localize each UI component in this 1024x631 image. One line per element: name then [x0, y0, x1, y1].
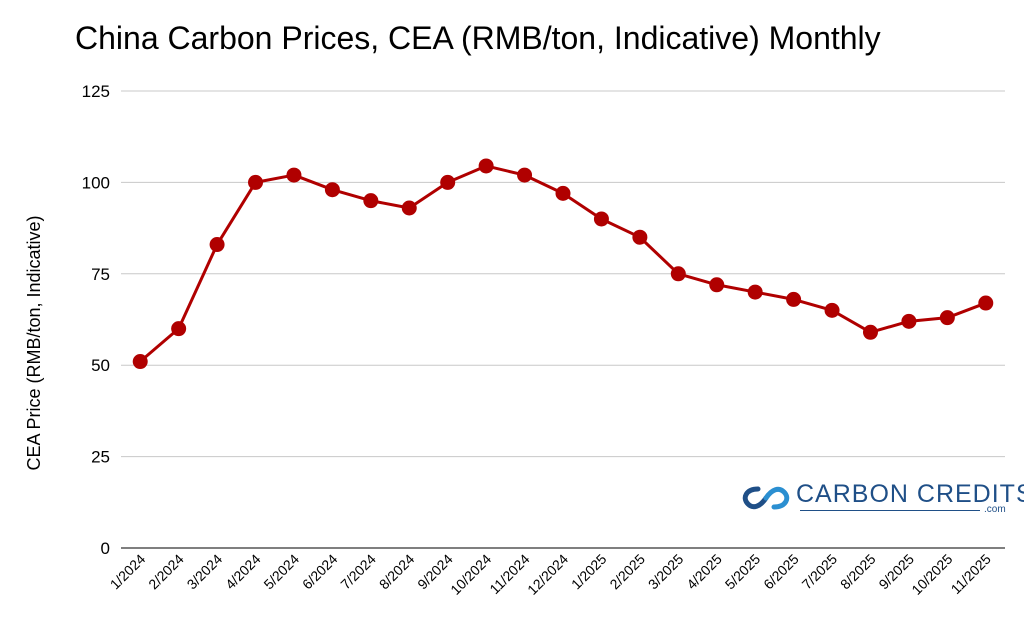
data-point[interactable]	[440, 174, 456, 190]
x-tick-label: 4/2024	[222, 551, 264, 593]
data-point[interactable]	[363, 193, 379, 209]
linked-loops-logo-icon	[742, 486, 790, 510]
y-tick-label: 125	[82, 82, 110, 101]
data-point[interactable]	[632, 229, 648, 245]
data-point[interactable]	[286, 167, 302, 183]
data-point[interactable]	[978, 295, 994, 311]
x-tick-label: 12/2024	[524, 551, 571, 598]
x-tick-label: 2/2024	[145, 551, 187, 593]
x-tick-label: 6/2025	[760, 551, 802, 593]
x-tick-label: 11/2024	[486, 551, 533, 598]
x-tick-label: 4/2025	[683, 551, 725, 593]
x-tick-label: 5/2025	[722, 551, 764, 593]
data-point[interactable]	[939, 310, 955, 326]
x-tick-label: 10/2025	[908, 551, 955, 598]
data-point[interactable]	[824, 302, 840, 318]
y-tick-label: 50	[91, 356, 110, 375]
x-tick-label: 1/2024	[107, 551, 149, 593]
data-point[interactable]	[747, 284, 763, 300]
data-point[interactable]	[901, 313, 917, 329]
x-tick-label: 7/2024	[337, 551, 379, 593]
data-point[interactable]	[132, 354, 148, 370]
y-tick-label: 75	[91, 265, 110, 284]
x-tick-label: 6/2024	[299, 551, 341, 593]
data-point[interactable]	[786, 291, 802, 307]
data-point[interactable]	[862, 324, 878, 340]
x-tick-label: 2/2025	[606, 551, 648, 593]
x-tick-label: 3/2025	[645, 551, 687, 593]
data-point[interactable]	[593, 211, 609, 227]
brand-logo: CARBON CREDITS .com	[738, 478, 1024, 518]
data-point[interactable]	[248, 174, 264, 190]
data-point[interactable]	[709, 277, 725, 293]
x-tick-label: 3/2024	[184, 551, 226, 593]
brand-name: CARBON CREDITS	[796, 480, 1024, 508]
x-tick-label: 11/2025	[948, 551, 995, 598]
series-group	[132, 158, 994, 370]
x-tick-label: 10/2024	[447, 551, 494, 598]
x-axis-ticks: 1/20242/20243/20244/20245/20246/20247/20…	[107, 551, 994, 598]
x-tick-label: 5/2024	[260, 551, 302, 593]
x-tick-label: 8/2025	[837, 551, 879, 593]
data-point[interactable]	[670, 266, 686, 282]
x-tick-label: 8/2024	[376, 551, 418, 593]
x-tick-label: 7/2025	[799, 551, 841, 593]
gridlines	[121, 90, 1005, 549]
data-point[interactable]	[171, 321, 187, 337]
brand-divider	[800, 510, 980, 511]
data-point[interactable]	[517, 167, 533, 183]
data-point[interactable]	[324, 182, 340, 198]
chart-title: China Carbon Prices, CEA (RMB/ton, Indic…	[75, 20, 881, 56]
y-tick-label: 100	[82, 173, 110, 192]
y-axis-ticks: 0 25 50 75 100 125	[82, 82, 110, 558]
y-axis-title: CEA Price (RMB/ton, Indicative)	[24, 215, 44, 470]
y-tick-label: 0	[101, 539, 110, 558]
y-tick-label: 25	[91, 448, 110, 467]
data-point[interactable]	[209, 237, 225, 253]
data-point[interactable]	[555, 185, 571, 201]
x-tick-label: 1/2025	[568, 551, 610, 593]
data-point[interactable]	[478, 158, 494, 174]
data-point[interactable]	[401, 200, 417, 216]
brand-suffix: .com	[984, 504, 1006, 515]
